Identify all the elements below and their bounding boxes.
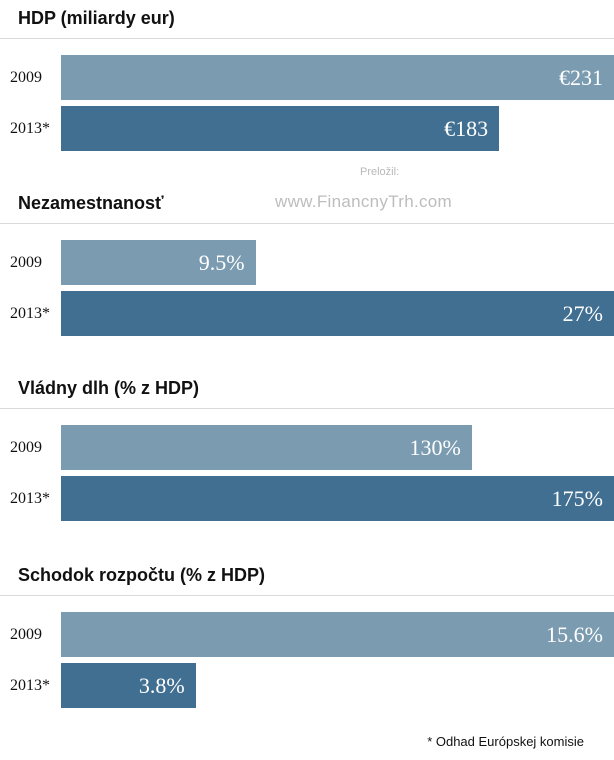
bar-row: 2009 130%	[0, 425, 614, 470]
bar-value-label: €231	[559, 65, 603, 90]
bar-value-label: 130%	[409, 435, 461, 460]
watermark-label: Preložil:	[360, 166, 400, 178]
bar-value-label: 3.8%	[138, 673, 185, 698]
bar-value-label: 9.5%	[198, 250, 245, 275]
category-label: 2013*	[10, 305, 50, 322]
chart-title: HDP (miliardy eur)	[18, 8, 175, 28]
bar: 130%	[61, 425, 472, 470]
bar-value-label: €183	[444, 116, 489, 141]
chart-divider	[0, 38, 614, 39]
chart-panel: Vládny dlh (% z HDP) 2009 130% 2013* 175%	[0, 378, 614, 528]
chart-divider	[0, 408, 614, 409]
bar: €231	[61, 55, 614, 100]
chart-title: Vládny dlh (% z HDP)	[18, 378, 200, 398]
watermark-site: www.FinancnyTrh.com	[275, 192, 453, 211]
category-label: 2013*	[10, 490, 50, 507]
bar-row: 2009 €231	[0, 55, 614, 100]
bar: 3.8%	[61, 663, 196, 708]
category-label: 2013*	[10, 120, 50, 137]
bar: 175%	[61, 476, 614, 521]
bar-value-label: 27%	[562, 301, 603, 326]
chart-title: Schodok rozpočtu (% z HDP)	[18, 565, 265, 585]
category-label: 2009	[10, 439, 42, 456]
footnote: * Odhad Európskej komisie	[427, 734, 584, 749]
bar-row: 2013* €183	[0, 106, 614, 151]
category-label: 2009	[10, 69, 42, 86]
chart-panel: HDP (miliardy eur) 2009 €231 2013* €183	[0, 8, 614, 158]
bar-row: 2013* 175%	[0, 476, 614, 521]
chart-divider	[0, 595, 614, 596]
chart-divider	[0, 223, 614, 224]
chart-panel: Nezamestnanosť 2009 9.5% 2013* 27%	[0, 193, 614, 343]
bar: 9.5%	[61, 240, 256, 285]
bar-value-label: 175%	[551, 486, 603, 511]
bar-value-label: 15.6%	[546, 622, 603, 647]
bar: 15.6%	[61, 612, 614, 657]
bar: 27%	[61, 291, 614, 336]
bar-row: 2013* 27%	[0, 291, 614, 336]
category-label: 2013*	[10, 677, 50, 694]
category-label: 2009	[10, 626, 42, 643]
bar-row: 2009 15.6%	[0, 612, 614, 657]
category-label: 2009	[10, 254, 42, 271]
chart-panel: Schodok rozpočtu (% z HDP) 2009 15.6% 2013*…	[0, 565, 614, 715]
bar-row: 2009 9.5%	[0, 240, 614, 285]
bar: €183	[61, 106, 500, 151]
bar-row: 2013* 3.8%	[0, 663, 614, 708]
chart-title: Nezamestnanosť	[18, 193, 164, 213]
